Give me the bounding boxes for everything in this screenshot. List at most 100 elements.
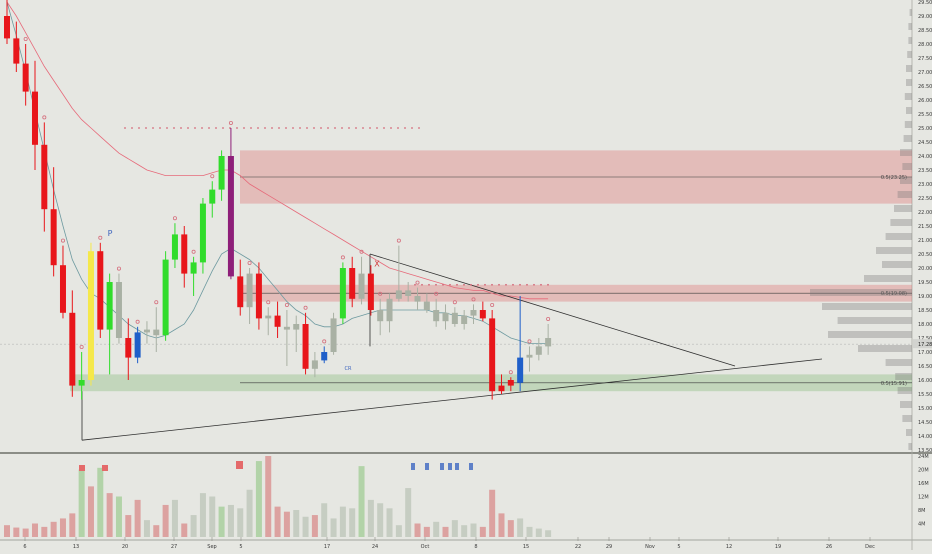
price-tick-label: 17.50 xyxy=(918,336,932,342)
zone-label: 0.5(23.25) xyxy=(881,175,907,181)
volume-bar xyxy=(330,518,337,537)
x-tick-label: 24 xyxy=(372,544,378,550)
resistance-dot xyxy=(208,127,210,129)
resistance-dot xyxy=(512,283,514,286)
x-tick-label: Sep xyxy=(207,544,216,550)
price-tick-label: 24.50 xyxy=(918,140,932,146)
volume-event-marker xyxy=(425,463,429,470)
volume-bar xyxy=(367,499,374,537)
candle-body xyxy=(479,310,486,319)
candle-body xyxy=(97,251,104,330)
volume-bar xyxy=(41,526,48,537)
volume-event-marker xyxy=(448,463,452,470)
price-tick-label: 17.00 xyxy=(918,350,932,356)
volume-bar xyxy=(50,521,57,537)
volume-profile-bar xyxy=(897,191,912,198)
volume-profile-bar xyxy=(908,37,912,44)
resistance-dot xyxy=(519,283,521,286)
volume-profile-bar xyxy=(906,107,912,114)
candle-body xyxy=(227,156,234,277)
volume-profile-bar xyxy=(906,429,912,436)
volume-bar xyxy=(349,508,356,537)
resistance-dot xyxy=(470,283,472,286)
volume-profile-bar xyxy=(908,443,912,450)
resistance-dot xyxy=(334,127,336,129)
candle-body xyxy=(190,262,197,274)
price-tick-label: 26.50 xyxy=(918,84,932,90)
candle-body xyxy=(293,324,300,330)
resistance-dot xyxy=(131,127,133,129)
candle-body xyxy=(451,312,458,324)
annotation-p: P xyxy=(108,229,113,238)
volume-event-marker xyxy=(236,461,243,469)
signal-marker xyxy=(135,319,140,324)
resistance-dot xyxy=(194,127,196,129)
volume-bar xyxy=(190,515,197,537)
volume-bar xyxy=(386,508,393,537)
volume-profile-bar xyxy=(894,205,912,212)
candle-body xyxy=(134,332,141,358)
volume-event-marker xyxy=(79,465,85,471)
volume-tick-label: 16M xyxy=(918,481,929,487)
candle-body xyxy=(162,259,169,336)
candle-body xyxy=(461,315,468,324)
volume-profile-bar xyxy=(890,219,912,226)
volume-profile-bar xyxy=(858,345,912,352)
volume-bar xyxy=(134,499,141,537)
resistance-dot xyxy=(271,127,273,129)
resistance-dot xyxy=(404,127,406,129)
signal-marker xyxy=(415,280,420,285)
volume-profile-bar xyxy=(900,149,912,156)
resistance-dot xyxy=(376,127,378,129)
resistance-dot xyxy=(285,127,287,129)
price-tick-label: 13.50 xyxy=(918,448,932,454)
x-tick-label: 20 xyxy=(122,544,128,550)
volume-profile-bar xyxy=(900,177,912,184)
price-tick-label: 21.50 xyxy=(918,224,932,230)
price-tick-label: 24.00 xyxy=(918,154,932,160)
candle-body xyxy=(498,385,505,392)
resistance-dot xyxy=(341,127,343,129)
resistance-dot xyxy=(152,127,154,129)
zone-label: 0.5(15.91) xyxy=(881,381,907,387)
volume-profile-bar xyxy=(902,415,912,422)
candle-body xyxy=(507,380,514,386)
candle-body xyxy=(302,324,309,369)
signal-marker xyxy=(228,121,233,126)
x-tick-label: 5 xyxy=(677,544,680,550)
x-tick-label: Nov xyxy=(645,544,655,550)
candle-body xyxy=(69,312,76,386)
volume-bar xyxy=(265,456,272,537)
signal-marker xyxy=(116,266,121,271)
candle-body xyxy=(50,209,57,266)
volume-bar xyxy=(535,528,542,537)
candle-body xyxy=(143,329,150,333)
resistance-dot xyxy=(463,283,465,286)
volume-profile-bar xyxy=(906,79,912,86)
resistance-dot xyxy=(435,283,437,286)
x-tick-label: Oct xyxy=(421,544,430,550)
volume-bar xyxy=(125,515,132,537)
signal-marker xyxy=(527,339,532,344)
candle-body xyxy=(199,203,206,263)
resistance-dot xyxy=(498,283,500,286)
candle-body xyxy=(545,338,552,347)
signal-marker xyxy=(154,300,159,305)
candle-body xyxy=(265,315,272,319)
volume-bar xyxy=(526,526,533,537)
price-tick-label: 16.50 xyxy=(918,364,932,370)
volume-bar xyxy=(358,466,365,537)
resistance-dot xyxy=(355,127,357,129)
x-tick-label: 22 xyxy=(575,544,581,550)
volume-bar xyxy=(414,523,421,537)
price-tick-label: 23.50 xyxy=(918,168,932,174)
volume-bar xyxy=(69,513,76,537)
volume-tick-label: 12M xyxy=(918,495,929,501)
volume-bar xyxy=(87,486,94,537)
volume-profile-bar xyxy=(885,359,912,366)
candle-body xyxy=(171,234,178,260)
ma-fast-line xyxy=(6,1,549,344)
candle-body xyxy=(106,282,113,330)
volume-bar xyxy=(479,526,486,537)
x-tick-label: 26 xyxy=(826,544,832,550)
